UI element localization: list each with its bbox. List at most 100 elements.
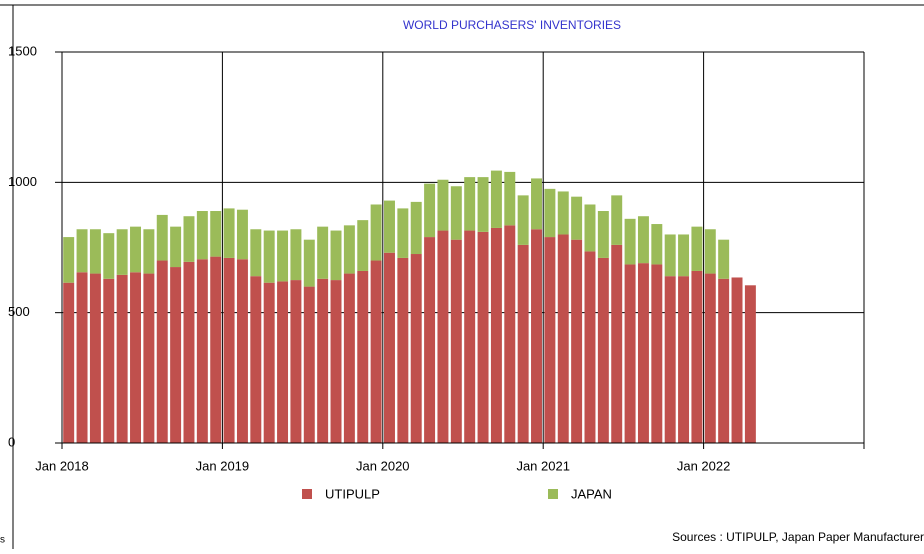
bar-segment: [210, 211, 222, 257]
bar-segment: [89, 229, 101, 274]
bar-segment: [196, 211, 208, 260]
x-tick-label: Jan 2020: [356, 458, 410, 473]
bar-segment: [664, 234, 676, 277]
bar-segment: [584, 251, 596, 443]
bar-segment: [464, 230, 476, 443]
bar-segment: [651, 224, 663, 265]
bar-segment: [63, 282, 75, 443]
bar-segment: [678, 234, 690, 277]
bar-segment: [611, 195, 623, 245]
y-tick-label: 1500: [8, 43, 37, 58]
bar-segment: [424, 237, 436, 443]
bar-segment: [744, 285, 756, 443]
bar-segment: [290, 280, 302, 443]
bar-segment: [571, 196, 583, 240]
bar-segment: [130, 226, 141, 273]
bar-segment: [544, 237, 556, 443]
bar-segment: [450, 186, 462, 240]
bar-segment: [277, 281, 289, 443]
bar-segment: [597, 257, 609, 443]
bar-segment: [76, 229, 88, 273]
bar-segment: [370, 204, 382, 261]
bar-segment: [263, 282, 275, 443]
y-tick-label: 500: [8, 304, 30, 319]
bar-segment: [103, 233, 115, 279]
bar-segment: [517, 195, 529, 245]
bar-segment: [290, 229, 302, 281]
bar-segment: [637, 216, 649, 264]
bar-segment: [410, 254, 422, 443]
bar-segment: [210, 256, 222, 443]
bar-segment: [718, 278, 730, 443]
bar-segment: [156, 214, 168, 261]
bar-segment: [424, 183, 436, 238]
bar-segment: [156, 260, 168, 443]
bar-segment: [664, 276, 676, 443]
bar-segment: [250, 229, 262, 277]
bar-segment: [504, 225, 516, 443]
bar-segment: [557, 191, 569, 235]
bar-segment: [277, 230, 289, 282]
bar-segment: [477, 231, 489, 443]
legend-swatch: [302, 489, 312, 499]
bar-segment: [704, 273, 716, 443]
bar-segment: [504, 171, 516, 226]
bar-segment: [130, 272, 141, 443]
bar-segment: [571, 239, 583, 443]
bar-segment: [343, 225, 355, 274]
bar-segment: [370, 260, 382, 443]
bar-segment: [263, 230, 275, 283]
bar-segment: [437, 230, 449, 443]
bar-segment: [624, 218, 636, 265]
bar-segment: [450, 239, 462, 443]
x-tick-label: Jan 2022: [677, 458, 731, 473]
bar-segment: [597, 211, 609, 258]
bar-segment: [143, 229, 155, 274]
bar-segment: [236, 209, 248, 260]
bar-segment: [557, 234, 569, 443]
source-note: Sources : UTIPULP, Japan Paper Manufactu…: [672, 530, 924, 544]
bar-segment: [116, 229, 128, 275]
bar-segment: [531, 178, 542, 230]
bar-segment: [437, 179, 449, 231]
bar-segment: [170, 226, 182, 268]
bar-segment: [303, 286, 315, 443]
bar-segment: [397, 208, 409, 258]
legend-label: UTIPULP: [325, 486, 380, 501]
bar-segment: [343, 273, 355, 443]
side-note: s: [0, 535, 5, 546]
bar-segment: [384, 200, 395, 253]
y-tick-label: 1000: [8, 174, 37, 189]
bar-segment: [236, 259, 248, 443]
bar-segment: [584, 204, 596, 252]
bar-segment: [464, 177, 476, 231]
bar-segment: [704, 229, 716, 274]
bar-segment: [250, 276, 262, 443]
bar-segment: [731, 277, 743, 443]
bar-segment: [143, 273, 155, 443]
bar-segment: [611, 244, 623, 443]
bar-segment: [517, 244, 529, 443]
legend-label: JAPAN: [571, 486, 612, 501]
bar-segment: [397, 257, 409, 443]
bar-segment: [718, 239, 730, 279]
bar-segment: [317, 278, 329, 443]
chart-title: WORLD PURCHASERS' INVENTORIES: [403, 18, 621, 32]
bar-segment: [477, 177, 489, 232]
bar-segment: [544, 188, 556, 238]
bar-segment: [330, 280, 342, 443]
bar-segment: [691, 226, 703, 271]
bar-segment: [223, 257, 235, 443]
bar-segment: [183, 261, 195, 443]
bar-segment: [303, 239, 315, 287]
bar-segment: [357, 220, 369, 271]
bar-segment: [330, 230, 342, 281]
bar-segment: [384, 252, 395, 443]
bar-segment: [357, 270, 369, 443]
x-tick-label: Jan 2018: [35, 458, 89, 473]
y-tick-label: 0: [8, 434, 15, 449]
bar-segment: [624, 264, 636, 443]
bar-segment: [651, 264, 663, 443]
